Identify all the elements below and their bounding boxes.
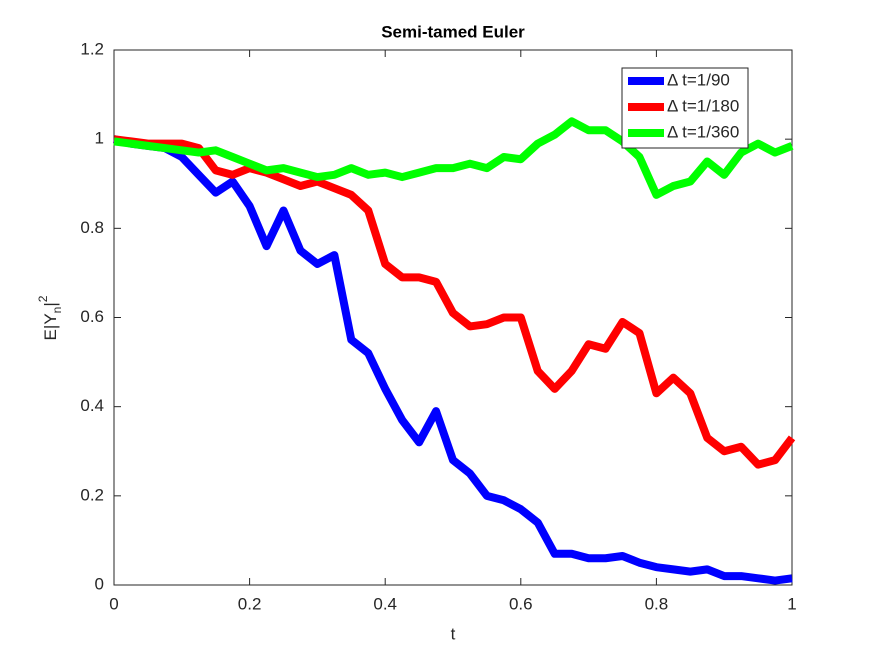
x-tick-label: 0.8 [645, 594, 669, 613]
series-line [113, 135, 796, 469]
legend-label: Δ t=1/180 [667, 96, 739, 115]
y-axis-label-part: n [50, 307, 64, 314]
legend-label: Δ t=1/360 [667, 122, 739, 141]
x-tick-label: 0.2 [238, 594, 262, 613]
chart-title: Semi-tamed Euler [381, 22, 525, 41]
y-axis-label: E|Yn|2 [36, 295, 64, 340]
y-tick-label: 1 [95, 129, 104, 148]
y-tick-label: 0.8 [80, 218, 104, 237]
x-tick-label: 0.4 [373, 594, 397, 613]
y-axis-label-part: E|Y [41, 313, 60, 340]
y-axis-label-part: 2 [36, 295, 50, 302]
y-tick-label: 1.2 [80, 39, 104, 58]
y-tick-label: 0.2 [80, 485, 104, 504]
x-tick-label: 1 [787, 594, 796, 613]
x-tick-label: 0 [109, 594, 118, 613]
x-axis-label: t [451, 624, 456, 643]
y-tick-label: 0 [95, 574, 104, 593]
y-tick-label: 0.4 [80, 396, 104, 415]
y-tick-label: 0.6 [80, 307, 104, 326]
series-line [113, 117, 794, 199]
y-axis-label-part: | [41, 302, 60, 306]
legend-label: Δ t=1/90 [667, 70, 730, 89]
series-line [112, 135, 793, 585]
x-tick-label: 0.6 [509, 594, 533, 613]
